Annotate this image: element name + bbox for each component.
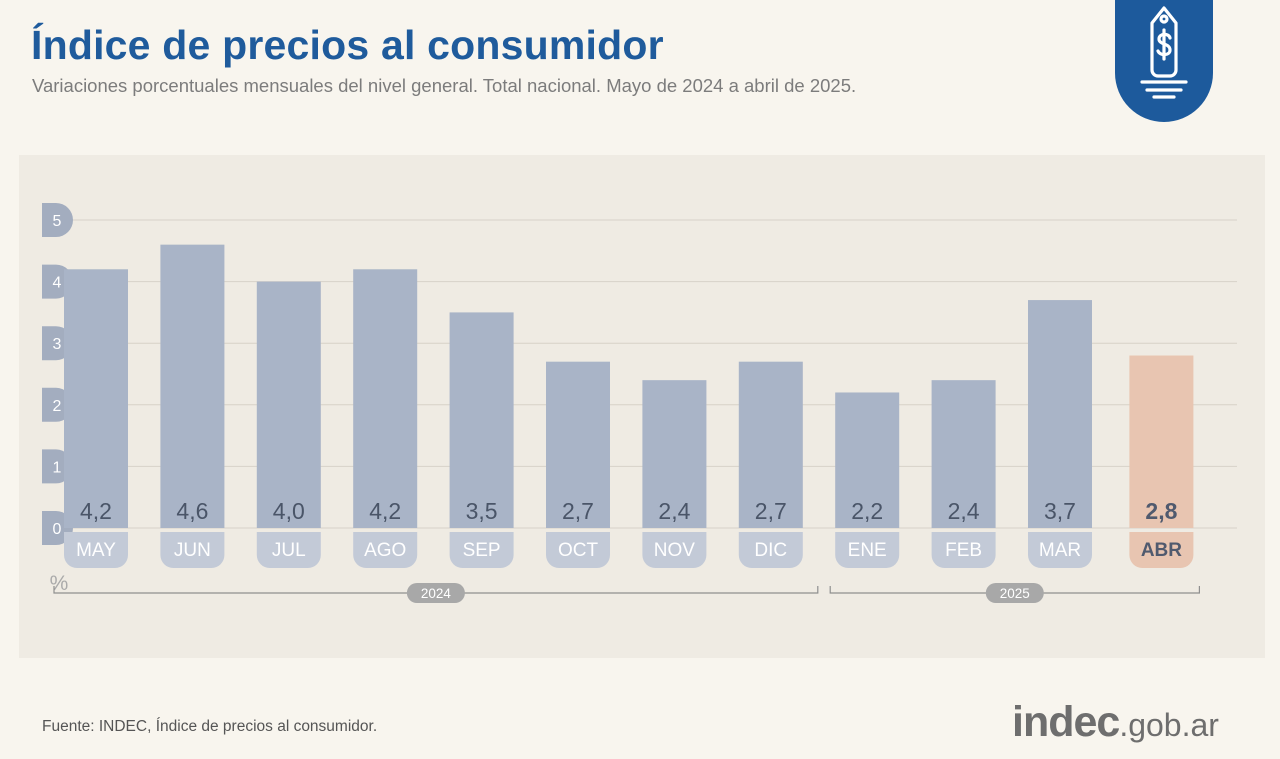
bar-chart: 0 1 2 3 4 5 4,2 MAY 4,6 JUN 4,0 JUL 4,2 AGO 3,5 SEP 2,7 O…	[42, 203, 1237, 603]
bar	[353, 269, 418, 528]
page-title: Índice de precios al consumidor	[31, 22, 664, 68]
bar	[256, 281, 321, 528]
chart-panel: 0 1 2 3 4 5 4,2 MAY 4,6 JUN 4,0 JUL 4,2 AGO 3,5 SEP 2,7 O…	[19, 155, 1265, 658]
category-label: DIC	[754, 540, 787, 561]
bar	[1129, 355, 1194, 528]
category-label: ABR	[1141, 540, 1182, 561]
page-subtitle: Variaciones porcentuales mensuales del n…	[32, 75, 857, 96]
category-label: JUL	[272, 540, 306, 561]
bar	[64, 269, 128, 528]
category-pill	[546, 532, 610, 568]
bar	[160, 244, 225, 528]
category-pill	[738, 532, 803, 568]
bar-value-label: 4,6	[176, 498, 208, 524]
bar	[738, 361, 803, 528]
bar-value-label: 3,7	[1044, 498, 1076, 524]
bar	[931, 380, 996, 528]
category-pill	[353, 532, 418, 568]
y-tick-label: 5	[53, 213, 62, 230]
bar-value-label: 2,8	[1145, 498, 1177, 524]
category-pill	[256, 532, 321, 568]
category-label: FEB	[945, 540, 982, 561]
year-label: 2025	[1000, 586, 1030, 601]
year-pill	[406, 583, 465, 603]
bar-value-label: 4,0	[273, 498, 305, 524]
bar-value-label: 2,4	[658, 498, 690, 524]
source-note: Fuente: INDEC, Índice de precios al cons…	[42, 718, 378, 735]
category-pill	[642, 532, 707, 568]
category-label: NOV	[654, 540, 696, 561]
category-label: MAY	[76, 540, 116, 561]
bar-value-label: 2,2	[851, 498, 883, 524]
bar-value-label: 2,7	[755, 498, 787, 524]
bar-value-label: 3,5	[466, 498, 498, 524]
bar-value-label: 2,4	[948, 498, 980, 524]
indec-logo: indec.gob.ar	[1012, 698, 1219, 747]
bar-value-label: 2,7	[562, 498, 594, 524]
category-pill	[1129, 532, 1194, 568]
year-label: 2024	[421, 586, 452, 601]
bar	[642, 380, 707, 528]
category-pill	[1028, 532, 1092, 568]
y-tick-label: 0	[53, 521, 62, 538]
y-tick-label: 1	[53, 459, 62, 476]
bar	[449, 312, 514, 528]
y-tick-label: 3	[53, 336, 62, 353]
category-pill	[931, 532, 996, 568]
year-pill	[985, 583, 1044, 603]
category-pill	[449, 532, 514, 568]
y-axis-label: %	[50, 572, 69, 595]
price-tag-dollar-icon	[1115, 0, 1213, 122]
y-tick-pill	[42, 203, 73, 237]
bar	[546, 361, 610, 528]
category-label: JUN	[174, 540, 211, 561]
logo-domain: .gob.ar	[1119, 707, 1219, 743]
bar	[1028, 300, 1092, 528]
logo-main: indec	[1012, 698, 1120, 746]
y-tick-label: 4	[53, 275, 62, 292]
bar	[835, 392, 900, 528]
category-pill	[64, 532, 128, 568]
category-label: SEP	[463, 540, 501, 561]
category-pill	[160, 532, 225, 568]
category-pill	[835, 532, 900, 568]
y-tick-label: 2	[53, 398, 62, 415]
bar-value-label: 4,2	[80, 498, 112, 524]
category-label: ENE	[848, 540, 887, 561]
category-label: OCT	[558, 540, 599, 561]
category-label: AGO	[364, 540, 406, 561]
category-label: MAR	[1039, 540, 1081, 561]
bar-value-label: 4,2	[369, 498, 401, 524]
